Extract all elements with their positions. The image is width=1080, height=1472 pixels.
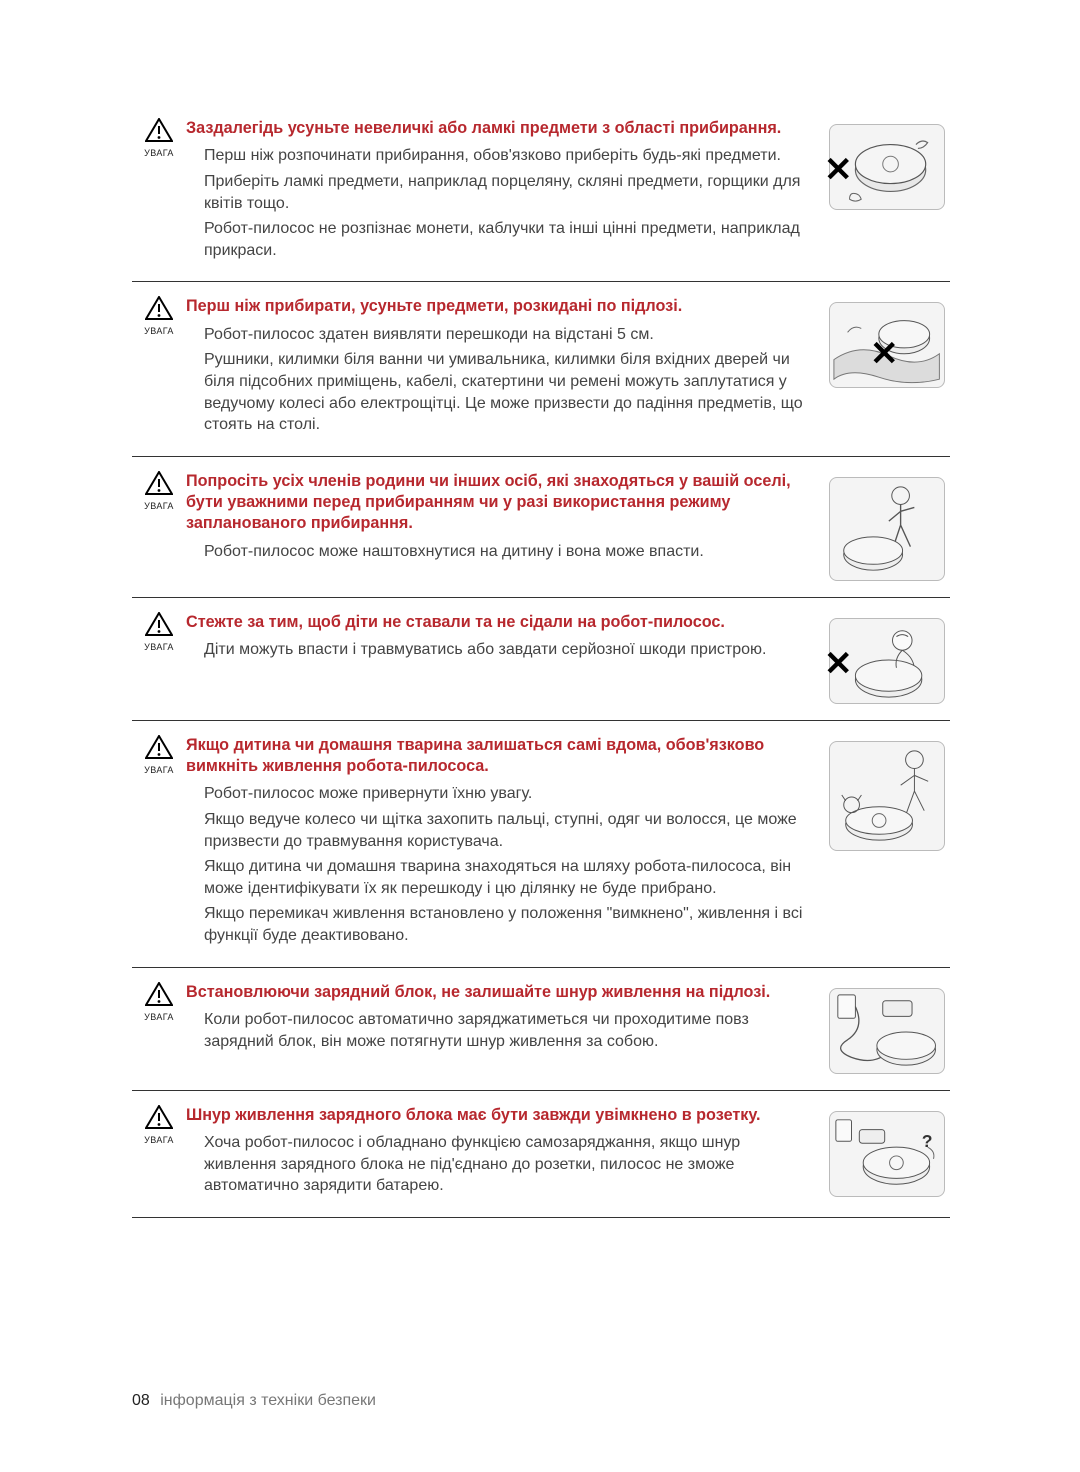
illustration-column: ✕ [824,118,950,210]
text-column: Попросіть усіх членів родини чи інших ос… [186,471,824,567]
page-number: 08 [132,1392,150,1409]
section-heading: Перш ніж прибирати, усуньте предмети, ро… [186,296,816,317]
text-column: Встановлюючи зарядний блок, не залишайте… [186,982,824,1057]
paragraph: Рушники, килимки біля ванни чи умивальни… [186,349,816,435]
section-heading: Заздалегідь усуньте невеличкі або ламкі … [186,118,816,139]
robot-bumping-child-icon [829,477,945,581]
paragraph: Хоча робот-пилосос і обладнано функцією … [186,1132,816,1197]
robot-breaking-items-icon: ✕ [829,124,945,210]
icon-column: УВАГА [132,471,186,511]
caution-label: УВАГА [132,326,186,336]
illustration-column: ✕ [824,612,950,704]
paragraph: Якщо ведуче колесо чи щітка захопить пал… [186,809,816,852]
paragraph: Коли робот-пилосос автоматично заряджати… [186,1009,816,1052]
child-riding-robot-icon: ✕ [829,618,945,704]
text-column: Якщо дитина чи домашня тварина залишатьс… [186,735,824,951]
illustration-column [824,471,950,581]
safety-section: УВАГА Якщо дитина чи домашня тварина зал… [132,735,950,968]
robot-charging-question-icon: ? [829,1111,945,1197]
text-column: Заздалегідь усуньте невеличкі або ламкі … [186,118,824,265]
caution-label: УВАГА [132,765,186,775]
prohibited-x-icon: ✕ [824,647,853,681]
text-column: Стежте за тим, щоб діти не ставали та не… [186,612,824,665]
caution-label: УВАГА [132,1135,186,1145]
icon-column: УВАГА [132,735,186,775]
caution-label: УВАГА [132,501,186,511]
safety-section: УВАГА Перш ніж прибирати, усуньте предме… [132,296,950,456]
child-pet-robot-icon [829,741,945,851]
safety-section: УВАГА Заздалегідь усуньте невеличкі або … [132,118,950,282]
icon-column: УВАГА [132,1105,186,1145]
prohibited-x-icon: ✕ [824,153,853,187]
caution-label: УВАГА [132,642,186,652]
illustration-column [824,982,950,1074]
section-heading: Встановлюючи зарядний блок, не залишайте… [186,982,816,1003]
text-column: Шнур живлення зарядного блока має бути з… [186,1105,824,1201]
safety-section: УВАГА Встановлюючи зарядний блок, не зал… [132,982,950,1091]
warning-triangle-icon [145,296,173,320]
illustration-column [824,735,950,851]
warning-triangle-icon [145,1105,173,1129]
paragraph: Приберіть ламкі предмети, наприклад порц… [186,171,816,214]
section-heading: Попросіть усіх членів родини чи інших ос… [186,471,816,535]
paragraph: Якщо дитина чи домашня тварина знаходять… [186,856,816,899]
paragraph: Робот-пилосос не розпізнає монети, каблу… [186,218,816,261]
warning-triangle-icon [145,118,173,142]
paragraph: Робот-пилосос може привернути їхню увагу… [186,783,816,805]
caution-label: УВАГА [132,1012,186,1022]
section-heading: Якщо дитина чи домашня тварина залишатьс… [186,735,816,778]
page-footer: 08 інформація з техніки безпеки [132,1392,376,1410]
warning-triangle-icon [145,735,173,759]
warning-triangle-icon [145,612,173,636]
section-heading: Шнур живлення зарядного блока має бути з… [186,1105,816,1126]
robot-on-cloth-icon: ✕ [829,302,945,388]
paragraph: Якщо перемикач живлення встановлено у по… [186,903,816,946]
svg-text:?: ? [922,1131,933,1151]
paragraph: Діти можуть впасти і травмуватись або за… [186,639,816,661]
text-column: Перш ніж прибирати, усуньте предмети, ро… [186,296,824,439]
paragraph: Робот-пилосос може наштовхнутися на дити… [186,541,816,563]
paragraph: Робот-пилосос здатен виявляти перешкоди … [186,324,816,346]
icon-column: УВАГА [132,296,186,336]
icon-column: УВАГА [132,982,186,1022]
icon-column: УВАГА [132,118,186,158]
caution-label: УВАГА [132,148,186,158]
paragraph: Перш ніж розпочинати прибирання, обов'яз… [186,145,816,167]
illustration-column: ✕ [824,296,950,388]
warning-triangle-icon [145,471,173,495]
section-heading: Стежте за тим, щоб діти не ставали та не… [186,612,816,633]
prohibited-x-icon: ✕ [870,337,899,371]
safety-section: УВАГА Попросіть усіх членів родини чи ін… [132,471,950,598]
safety-section: УВАГА Шнур живлення зарядного блока має … [132,1105,950,1218]
icon-column: УВАГА [132,612,186,652]
charger-cord-robot-icon [829,988,945,1074]
footer-text: інформація з техніки безпеки [160,1392,376,1409]
safety-section: УВАГА Стежте за тим, щоб діти не ставали… [132,612,950,721]
illustration-column: ? [824,1105,950,1197]
warning-triangle-icon [145,982,173,1006]
